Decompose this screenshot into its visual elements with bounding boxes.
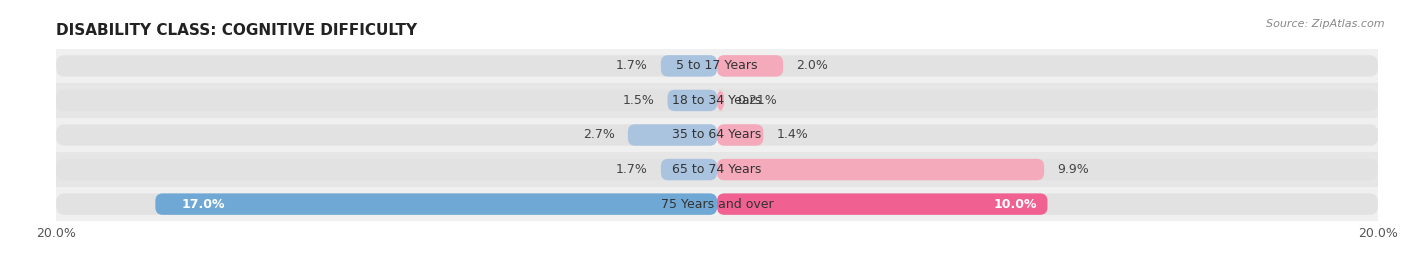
Text: 17.0%: 17.0% (181, 198, 225, 211)
Text: 1.7%: 1.7% (616, 163, 648, 176)
FancyBboxPatch shape (56, 159, 717, 180)
Text: 9.9%: 9.9% (1057, 163, 1090, 176)
FancyBboxPatch shape (668, 90, 717, 111)
Text: 35 to 64 Years: 35 to 64 Years (672, 129, 762, 141)
Bar (56, 83, 1378, 118)
Text: 2.7%: 2.7% (582, 129, 614, 141)
Text: 18 to 34 Years: 18 to 34 Years (672, 94, 762, 107)
FancyBboxPatch shape (661, 55, 717, 77)
FancyBboxPatch shape (717, 90, 724, 111)
FancyBboxPatch shape (717, 193, 1378, 215)
FancyBboxPatch shape (717, 124, 1378, 146)
Bar (56, 118, 1378, 152)
FancyBboxPatch shape (717, 55, 1378, 77)
FancyBboxPatch shape (56, 55, 717, 77)
Text: 2.0%: 2.0% (796, 59, 828, 72)
Bar (56, 49, 1378, 83)
FancyBboxPatch shape (661, 159, 717, 180)
FancyBboxPatch shape (628, 124, 717, 146)
FancyBboxPatch shape (717, 159, 1045, 180)
Text: 0.21%: 0.21% (737, 94, 778, 107)
FancyBboxPatch shape (717, 193, 1047, 215)
Bar (56, 187, 1378, 221)
Text: 1.7%: 1.7% (616, 59, 648, 72)
Text: 1.5%: 1.5% (623, 94, 654, 107)
Text: Source: ZipAtlas.com: Source: ZipAtlas.com (1267, 19, 1385, 29)
Text: 10.0%: 10.0% (994, 198, 1038, 211)
Text: 75 Years and over: 75 Years and over (661, 198, 773, 211)
FancyBboxPatch shape (717, 124, 763, 146)
FancyBboxPatch shape (717, 159, 1378, 180)
FancyBboxPatch shape (717, 55, 783, 77)
Text: 5 to 17 Years: 5 to 17 Years (676, 59, 758, 72)
FancyBboxPatch shape (156, 193, 717, 215)
FancyBboxPatch shape (717, 90, 1378, 111)
FancyBboxPatch shape (56, 90, 717, 111)
Text: 1.4%: 1.4% (776, 129, 808, 141)
Bar (56, 152, 1378, 187)
Text: 65 to 74 Years: 65 to 74 Years (672, 163, 762, 176)
FancyBboxPatch shape (56, 193, 717, 215)
FancyBboxPatch shape (56, 124, 717, 146)
Text: DISABILITY CLASS: COGNITIVE DIFFICULTY: DISABILITY CLASS: COGNITIVE DIFFICULTY (56, 23, 418, 38)
